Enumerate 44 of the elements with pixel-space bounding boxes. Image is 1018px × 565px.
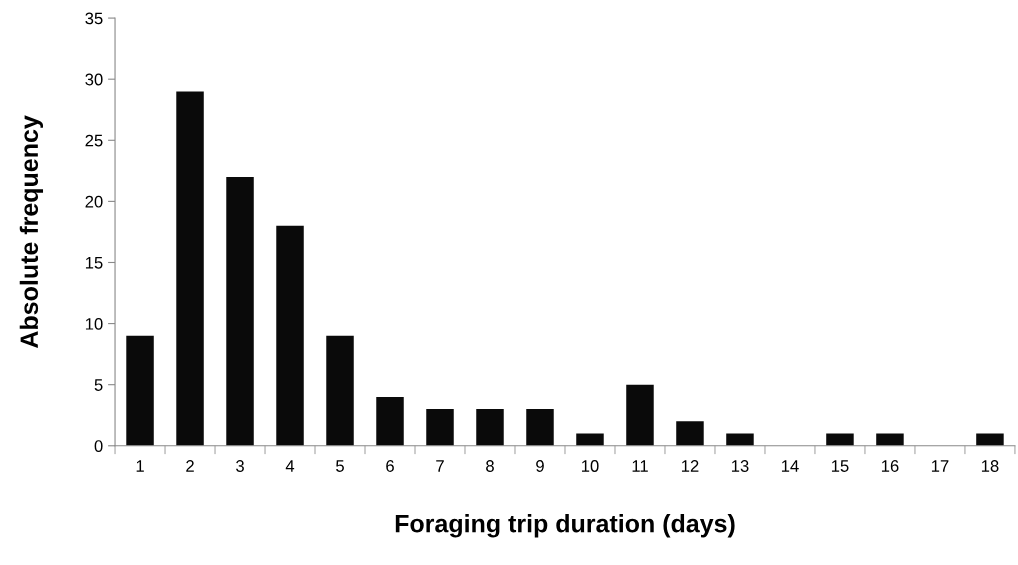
- bar: [426, 409, 454, 446]
- bar: [276, 225, 304, 446]
- x-tick-label: 7: [436, 460, 444, 472]
- x-tick-label: 14: [781, 460, 799, 472]
- bar: [876, 433, 904, 446]
- y-tick-label: 15: [85, 257, 103, 269]
- bar: [676, 421, 704, 446]
- bar: [226, 176, 254, 446]
- x-tick-label: 5: [336, 460, 344, 472]
- x-tick-label: 15: [831, 460, 849, 472]
- bar: [976, 433, 1004, 446]
- x-tick-label: 2: [186, 460, 194, 472]
- y-tick-label: 25: [85, 134, 103, 147]
- y-tick-label: 20: [85, 195, 103, 208]
- bar: [376, 396, 404, 446]
- bar: [476, 409, 504, 446]
- x-tick-label: 1: [136, 460, 144, 472]
- x-tick-label: 18: [981, 460, 999, 472]
- y-tick-label: 5: [94, 379, 103, 391]
- bar: [126, 335, 154, 446]
- y-tick-label: 35: [85, 12, 103, 25]
- y-tick-label: 30: [85, 73, 103, 86]
- x-tick-label: 8: [486, 460, 494, 472]
- y-axis-title: Absolute frequency: [19, 115, 44, 348]
- y-tick-label: 0: [94, 440, 103, 452]
- bar: [726, 433, 754, 446]
- x-tick-label: 6: [386, 460, 394, 472]
- x-tick-label: 10: [581, 460, 599, 472]
- bar: [576, 433, 604, 446]
- bar: [326, 335, 354, 446]
- x-tick-label: 17: [931, 460, 949, 472]
- y-tick-label: 10: [85, 317, 103, 330]
- x-tick-label: 4: [285, 460, 295, 472]
- x-tick-label: 13: [731, 460, 749, 472]
- bar: [826, 433, 854, 446]
- x-tick-label: 11: [632, 460, 648, 472]
- x-tick-label: 3: [236, 460, 244, 472]
- x-tick-label: 9: [536, 460, 544, 472]
- x-tick-label: 16: [881, 460, 899, 472]
- x-tick-label: 12: [681, 460, 699, 472]
- bar: [626, 384, 654, 446]
- bar: [176, 91, 204, 446]
- x-axis-title: Foraging trip duration (days): [395, 514, 735, 538]
- bar: [526, 409, 554, 446]
